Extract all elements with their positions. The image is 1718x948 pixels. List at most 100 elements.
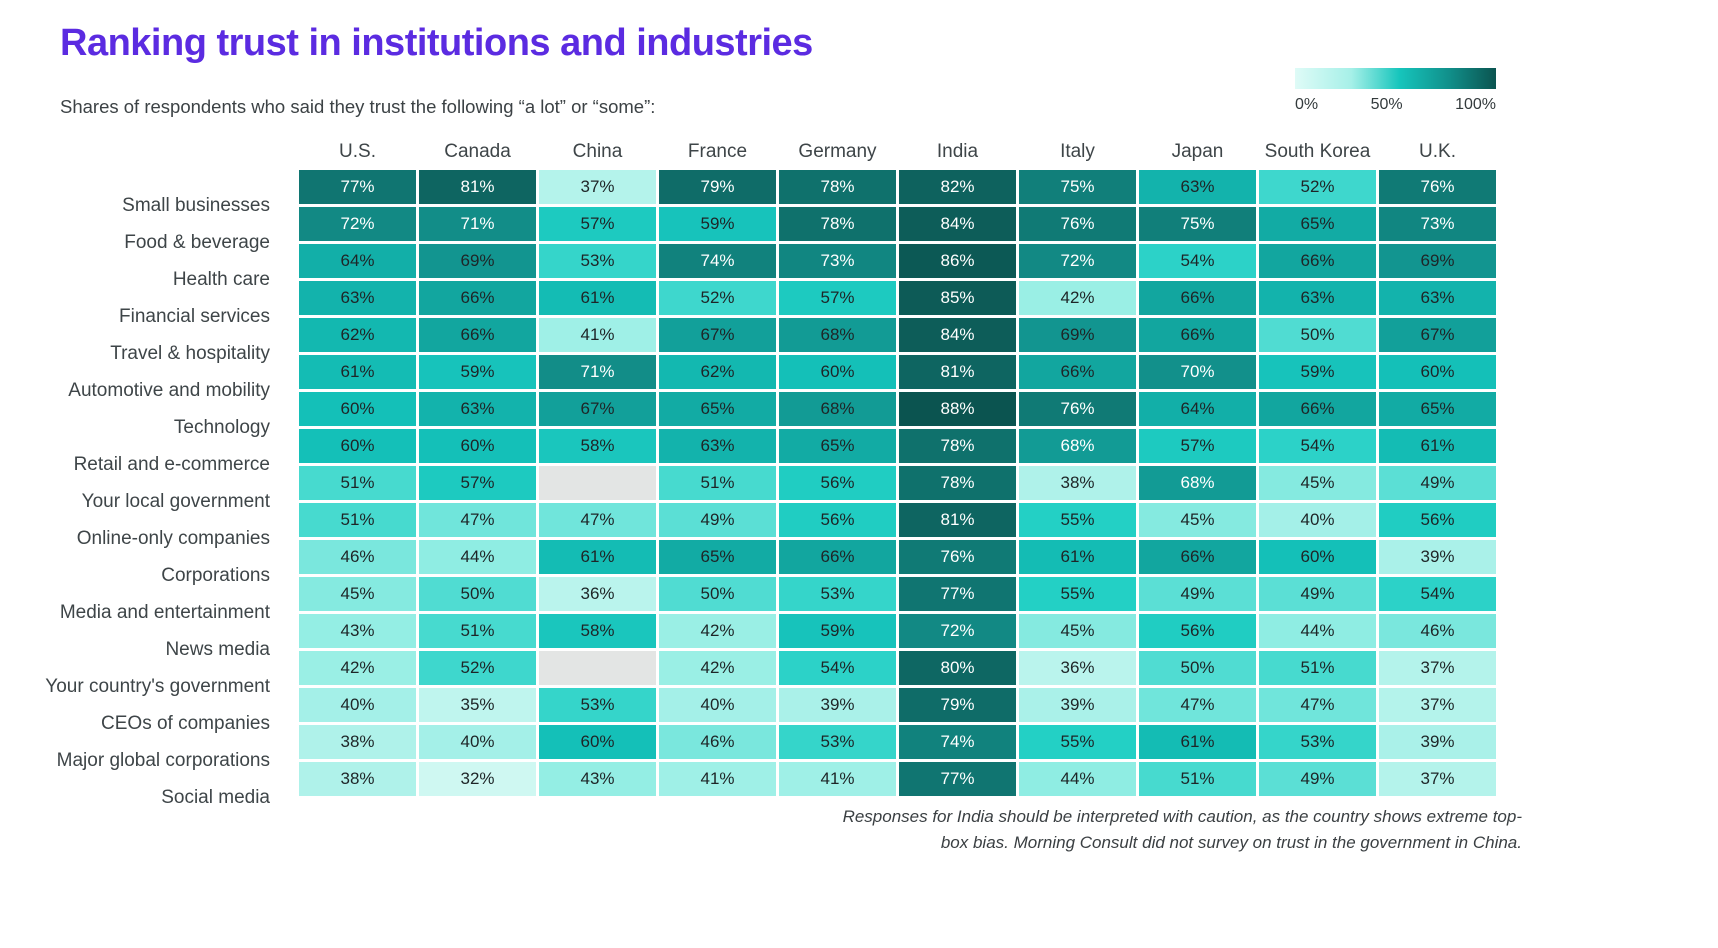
heatmap-cell: 51% (299, 466, 416, 500)
heatmap-cell: 60% (299, 392, 416, 426)
heatmap-cell: 61% (299, 355, 416, 389)
heatmap-cell: 60% (299, 429, 416, 463)
heatmap-cell: 37% (1379, 651, 1496, 685)
column-header: Germany (798, 141, 877, 162)
heatmap-cell: 61% (1019, 540, 1136, 574)
row-label: Health care (172, 269, 270, 291)
heatmap-cell: 49% (1259, 762, 1376, 796)
heatmap-cell: 42% (299, 651, 416, 685)
heatmap-cell: 63% (659, 429, 776, 463)
heatmap-cell: 49% (1259, 577, 1376, 611)
heatmap-cell: 40% (419, 725, 536, 759)
trust-heatmap: U.S. Canada China France Germany India Italy Ja… (45, 137, 1496, 808)
heatmap-cell: 51% (299, 503, 416, 537)
heatmap-cell: 47% (419, 503, 536, 537)
row-label: Your local government (81, 491, 270, 513)
heatmap-cell: 61% (539, 540, 656, 574)
heatmap-cell: 63% (419, 392, 536, 426)
heatmap-cell: 57% (1139, 429, 1256, 463)
heatmap-cell: 37% (1379, 688, 1496, 722)
heatmap-cell: 81% (419, 170, 536, 204)
heatmap-cell: 39% (1379, 540, 1496, 574)
heatmap-cell: 72% (299, 207, 416, 241)
heatmap-cell: 39% (779, 688, 896, 722)
heatmap-cell: 65% (1379, 392, 1496, 426)
heatmap-cell: 51% (419, 614, 536, 648)
heatmap-cell: 54% (779, 651, 896, 685)
heatmap-cell: 41% (779, 762, 896, 796)
heatmap-cell: 52% (659, 281, 776, 315)
heatmap-cell: 52% (1259, 170, 1376, 204)
heatmap-cell: 54% (1259, 429, 1376, 463)
heatmap-cell: 62% (659, 355, 776, 389)
heatmap-cell: 45% (1019, 614, 1136, 648)
heatmap-cell: 69% (1379, 244, 1496, 278)
heatmap-cell: 32% (419, 762, 536, 796)
row-label: Online-only companies (76, 528, 270, 550)
heatmap-cell: 38% (299, 762, 416, 796)
heatmap-cell: 49% (1139, 577, 1256, 611)
heatmap-cell: 43% (539, 762, 656, 796)
heatmap-cell: 36% (539, 577, 656, 611)
row-label: Automotive and mobility (68, 380, 270, 402)
heatmap-cell: 42% (659, 614, 776, 648)
heatmap-cell: 84% (899, 318, 1016, 352)
heatmap-cell: 66% (419, 318, 536, 352)
heatmap-cell: 67% (539, 392, 656, 426)
heatmap-cell: 57% (419, 466, 536, 500)
heatmap-cell: 47% (1259, 688, 1376, 722)
heatmap-cell: 46% (1379, 614, 1496, 648)
heatmap-cell: 77% (899, 577, 1016, 611)
column-header: U.S. (339, 141, 376, 162)
heatmap-cell: 56% (1139, 614, 1256, 648)
heatmap-cell: 57% (539, 207, 656, 241)
footnote-line-1: Responses for India should be interprete… (842, 807, 1522, 826)
heatmap-cell: 54% (1379, 577, 1496, 611)
heatmap-cell: 51% (659, 466, 776, 500)
heatmap-cell: 68% (1019, 429, 1136, 463)
heatmap-cell: 59% (659, 207, 776, 241)
heatmap-cell: 52% (419, 651, 536, 685)
column-header: Japan (1171, 141, 1224, 162)
heatmap-cell: 66% (1139, 281, 1256, 315)
heatmap-cell: 55% (1019, 503, 1136, 537)
row-label: Social media (161, 787, 270, 809)
heatmap-cell: 50% (1259, 318, 1376, 352)
row-label: Food & beverage (124, 232, 270, 254)
heatmap-cell: 76% (899, 540, 1016, 574)
heatmap-cell (539, 651, 656, 685)
heatmap-cell: 59% (1259, 355, 1376, 389)
heatmap-cell: 68% (779, 318, 896, 352)
heatmap-cell: 80% (899, 651, 1016, 685)
row-label: Technology (173, 417, 270, 439)
heatmap-cell: 59% (779, 614, 896, 648)
row-label: CEOs of companies (101, 713, 270, 735)
heatmap-cell: 42% (659, 651, 776, 685)
heatmap-cell: 61% (539, 281, 656, 315)
heatmap-cell: 45% (1259, 466, 1376, 500)
row-label: Media and entertainment (59, 602, 270, 624)
heatmap-cell: 72% (1019, 244, 1136, 278)
heatmap-cell (539, 466, 656, 500)
legend-labels: 0% 50% 100% (1295, 96, 1496, 114)
heatmap-cell: 38% (1019, 466, 1136, 500)
heatmap-cell: 69% (419, 244, 536, 278)
heatmap-cell: 82% (899, 170, 1016, 204)
heatmap-cell: 63% (1379, 281, 1496, 315)
heatmap-cell: 54% (1139, 244, 1256, 278)
heatmap-cell: 59% (419, 355, 536, 389)
heatmap-cell: 49% (1379, 466, 1496, 500)
heatmap-cell: 64% (1139, 392, 1256, 426)
heatmap-cell: 51% (1139, 762, 1256, 796)
heatmap-cell: 60% (1379, 355, 1496, 389)
row-label: News media (165, 639, 270, 661)
heatmap-cell: 75% (1139, 207, 1256, 241)
heatmap-cell: 81% (899, 503, 1016, 537)
heatmap-cell: 67% (659, 318, 776, 352)
heatmap-cell: 43% (299, 614, 416, 648)
legend-max-label: 100% (1455, 96, 1496, 113)
heatmap-cell: 40% (299, 688, 416, 722)
heatmap-cell: 65% (659, 392, 776, 426)
heatmap-cell: 55% (1019, 577, 1136, 611)
heatmap-cell: 56% (779, 503, 896, 537)
